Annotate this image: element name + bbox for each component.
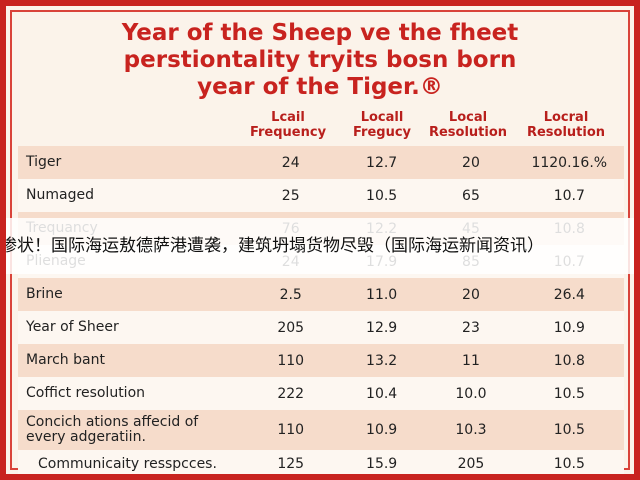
table-cell: 11.0: [366, 286, 398, 303]
table-cell: Tiger: [18, 146, 246, 179]
table-cell: Concich ations affecid of every adgeratii…: [18, 410, 246, 450]
column-header: Locral Resolution: [516, 110, 616, 140]
table-cell: Coffict resolution: [18, 377, 246, 410]
table-cell: 205: [277, 319, 305, 336]
overlay-banner: 惨状！国际海运敖德萨港遭袭，建筑坍塌货物尽毁（国际海运新闻资讯）: [6, 218, 634, 274]
table-cell: 110: [277, 352, 305, 369]
table-row: Year of Sheer 205 12.9 23 10.9: [18, 311, 624, 344]
table-cell: 10.5: [553, 422, 585, 438]
row-label-line: Communicaity resspcces.: [38, 455, 217, 472]
table-cell: 20: [462, 154, 480, 171]
table-cell: 110: [277, 422, 305, 438]
table-cell: 24: [281, 154, 300, 171]
table-cell: 10.5: [366, 187, 398, 204]
table-cell: Year of Sheer: [18, 311, 246, 344]
table-row: Communicaity resspcces. 125 15.9 205 10.5: [18, 450, 624, 474]
title-line: Year of the Sheep ve the fheet: [121, 20, 519, 46]
table-cell: 20: [462, 286, 480, 303]
table-cell: 10.8: [553, 352, 585, 369]
table-row: Coffict resolution 222 10.4 10.0 10.5: [18, 377, 624, 410]
table-row: Brine 2.5 11.0 20 26.4: [18, 278, 624, 311]
table-cell: 25: [281, 187, 300, 204]
header-line: Local: [448, 110, 488, 125]
table-row: Tiger 24 12.7 20 1120.16.%: [18, 146, 624, 179]
header-line: Locral: [543, 110, 589, 125]
row-label-line: Tiger: [26, 154, 62, 170]
row-label-line: every adgeratiin.: [26, 429, 146, 445]
row-label-line: March bant: [26, 352, 105, 368]
table: Tiger 24 12.7 20 1120.16.% Numaged 25 10.5 65 10.…: [18, 146, 624, 474]
table-cell: Communicaity resspcces.: [18, 450, 246, 474]
table-cell: 26.4: [553, 286, 585, 303]
table-cell: 10.9: [553, 319, 585, 336]
table-cell: Numaged: [18, 179, 246, 212]
table-cell: March bant: [18, 344, 246, 377]
table-cell: 10.9: [366, 422, 398, 438]
header-line: Resolution: [428, 125, 508, 140]
table-cell: 10.7: [553, 187, 585, 204]
table-cell: 10.0: [455, 385, 487, 402]
table-cell: 205: [457, 456, 485, 472]
header-line: Locall: [360, 110, 404, 125]
column-header: Locall Fregucy: [332, 110, 432, 140]
table-cell: 12.9: [366, 319, 398, 336]
row-label-line: Brine: [26, 286, 63, 302]
table-cell: 10.4: [366, 385, 398, 402]
table-row: Numaged 25 10.5 65 10.7: [18, 179, 624, 212]
header-line: Fregucy: [352, 125, 412, 140]
title-line: perstiontality tryits bosn born: [123, 47, 517, 73]
table-cell: 15.9: [366, 456, 398, 472]
column-header: Lcail Frequency: [238, 110, 338, 140]
row-label-line: Numaged: [26, 187, 94, 203]
table-row: Concich ations affecid of every adgeratii…: [18, 410, 624, 450]
table-cell: 10.3: [455, 422, 487, 438]
row-label-line: Year of Sheer: [26, 319, 119, 335]
row-label-line: Concich ations affecid of: [26, 414, 199, 430]
table-cell: 10.5: [553, 456, 585, 472]
table-cell: 11: [462, 352, 480, 369]
column-header: Local Resolution: [418, 110, 518, 140]
table-cell: Brine: [18, 278, 246, 311]
table-row: March bant 110 13.2 11 10.8: [18, 344, 624, 377]
table-cell: 1120.16.%: [531, 154, 608, 171]
row-label-line: Coffict resolution: [26, 385, 146, 401]
table-cell: 12.7: [366, 154, 398, 171]
table-cell: 23: [462, 319, 480, 336]
header-line: Resolution: [526, 125, 606, 140]
table-cell: 65: [462, 187, 480, 204]
header-line: Frequency: [249, 125, 327, 140]
table-cell: 125: [277, 456, 305, 472]
table-cell: 13.2: [366, 352, 398, 369]
table-cell: 2.5: [279, 286, 302, 303]
table-cell: 10.5: [553, 385, 585, 402]
title-line: year of the Tiger.®: [197, 74, 443, 100]
header-line: Lcail: [271, 110, 305, 125]
table-cell: 222: [277, 385, 305, 402]
